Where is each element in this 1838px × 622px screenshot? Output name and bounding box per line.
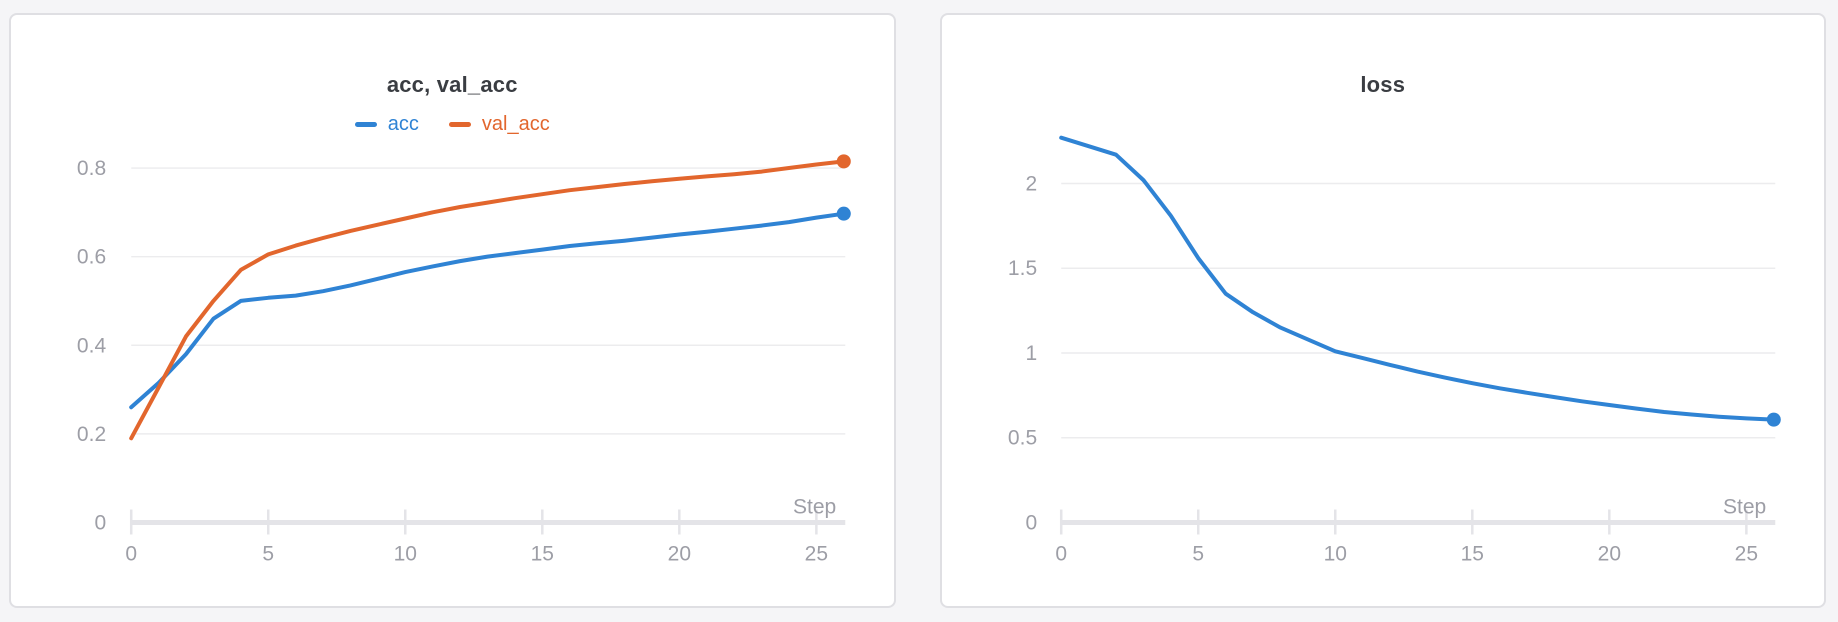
chart-title-loss: loss [1360, 72, 1406, 97]
svg-text:1.5: 1.5 [1007, 257, 1036, 280]
legend-item-val-acc: val_acc [448, 112, 550, 136]
svg-text:0.8: 0.8 [77, 157, 106, 180]
val-acc-line-swatch-icon [448, 121, 471, 127]
svg-text:0.5: 0.5 [1007, 427, 1036, 450]
chart-panel-loss[interactable]: loss 0 0.5 1 1.5 2 0 5 10 15 20 25 Step [939, 13, 1826, 608]
svg-text:20: 20 [668, 543, 691, 566]
svg-text:25: 25 [805, 543, 828, 566]
svg-text:0.6: 0.6 [77, 246, 106, 269]
svg-text:0: 0 [94, 512, 106, 535]
legend-label-acc: acc [387, 112, 419, 135]
svg-text:1: 1 [1025, 342, 1037, 365]
svg-text:0.2: 0.2 [77, 423, 106, 446]
acc-line-swatch-icon [354, 121, 377, 127]
svg-text:2: 2 [1025, 173, 1037, 196]
svg-text:15: 15 [531, 543, 554, 566]
svg-text:5: 5 [262, 543, 274, 566]
svg-text:10: 10 [394, 543, 417, 566]
svg-text:0.4: 0.4 [77, 334, 107, 357]
legend-label-val-acc: val_acc [481, 112, 550, 135]
legend-item-acc: acc [354, 112, 419, 136]
svg-text:15: 15 [1460, 543, 1483, 566]
svg-text:10: 10 [1323, 543, 1346, 566]
svg-text:25: 25 [1734, 543, 1757, 566]
chart-title-acc: acc, val_acc [386, 72, 518, 97]
svg-text:20: 20 [1597, 543, 1620, 566]
svg-text:Step: Step [793, 496, 836, 519]
svg-text:0: 0 [1025, 512, 1037, 535]
svg-text:0: 0 [125, 543, 137, 566]
svg-text:0: 0 [1055, 543, 1067, 566]
acc-chart-canvas[interactable]: 0 0.2 0.4 0.6 0.8 0 5 10 15 20 25 Step [11, 15, 894, 606]
chart-panel-acc[interactable]: acc, val_acc acc val_acc 0 0.2 0.4 0.6 0.8 0 5… [9, 13, 896, 608]
legend-acc: acc val_acc [11, 112, 894, 136]
svg-text:5: 5 [1192, 543, 1204, 566]
svg-text:Step: Step [1723, 496, 1766, 519]
